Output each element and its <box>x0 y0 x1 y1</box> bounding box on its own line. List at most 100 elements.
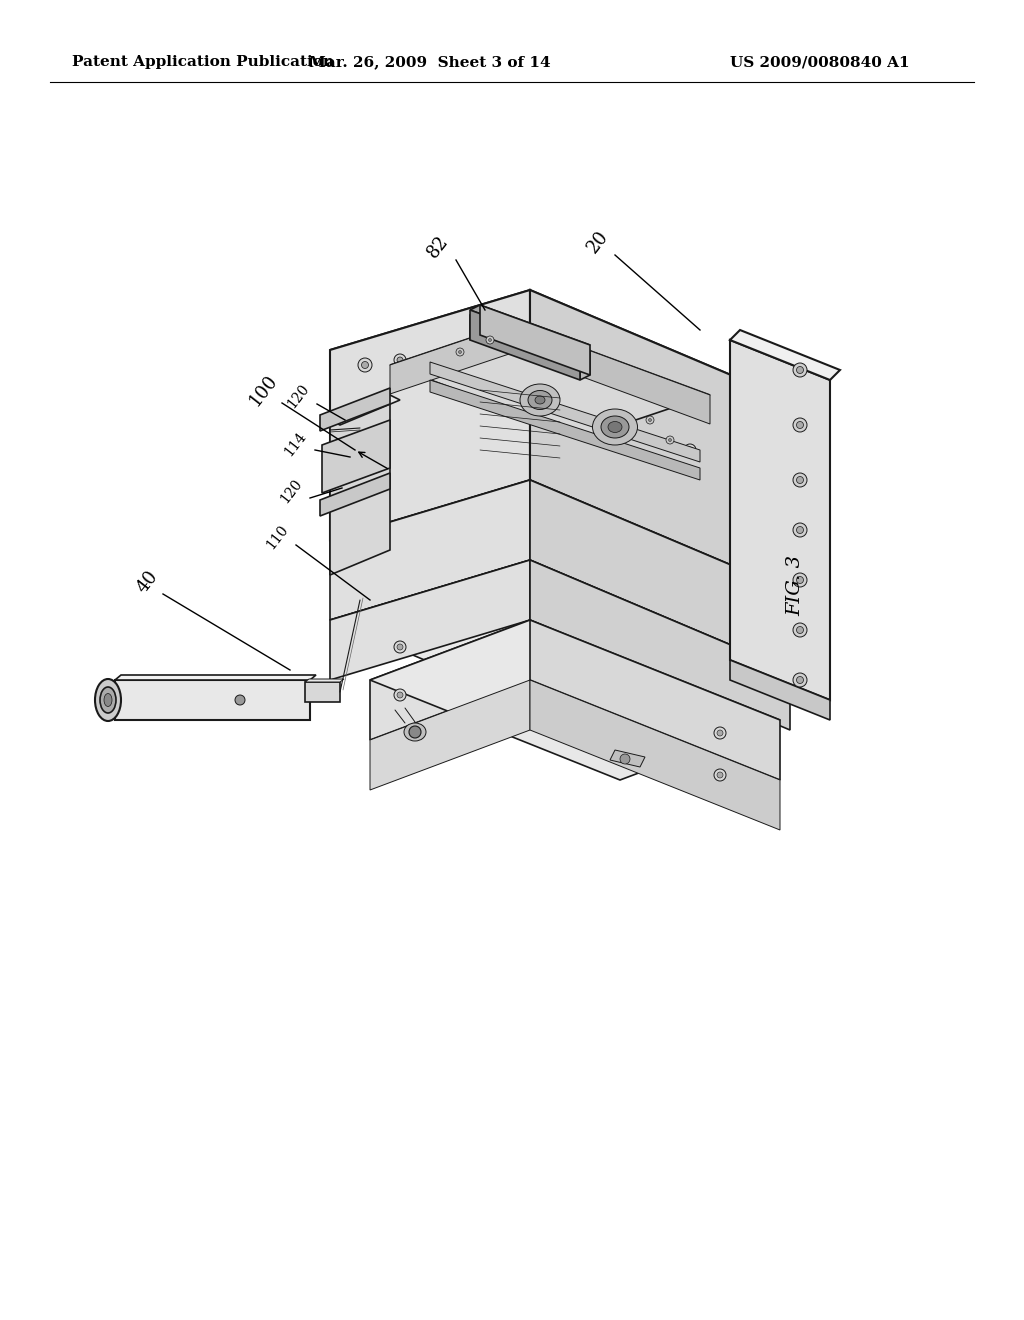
Circle shape <box>793 363 807 378</box>
Polygon shape <box>370 620 530 741</box>
Circle shape <box>797 421 804 429</box>
Polygon shape <box>319 388 390 432</box>
Polygon shape <box>305 682 340 702</box>
Polygon shape <box>330 480 530 620</box>
Circle shape <box>797 577 804 583</box>
Polygon shape <box>330 480 790 649</box>
Polygon shape <box>730 330 840 380</box>
Text: 120: 120 <box>278 477 304 506</box>
Ellipse shape <box>520 384 560 416</box>
Circle shape <box>394 642 406 653</box>
Polygon shape <box>330 395 390 576</box>
Polygon shape <box>330 560 530 680</box>
Circle shape <box>669 438 672 441</box>
Polygon shape <box>515 323 710 424</box>
Circle shape <box>409 726 421 738</box>
Polygon shape <box>470 310 480 341</box>
Text: 100: 100 <box>246 371 281 409</box>
Polygon shape <box>370 620 780 780</box>
Polygon shape <box>530 290 790 590</box>
Polygon shape <box>330 560 790 730</box>
Polygon shape <box>115 680 310 719</box>
Text: 82: 82 <box>424 232 453 261</box>
Circle shape <box>620 754 630 764</box>
Circle shape <box>361 362 369 368</box>
Circle shape <box>717 730 723 737</box>
Circle shape <box>714 770 726 781</box>
Circle shape <box>234 696 245 705</box>
Polygon shape <box>580 350 590 380</box>
Ellipse shape <box>535 396 545 404</box>
Polygon shape <box>319 473 390 516</box>
Circle shape <box>394 689 406 701</box>
Text: 40: 40 <box>134 568 162 597</box>
Text: FIG. 3: FIG. 3 <box>786 554 804 615</box>
Circle shape <box>797 676 804 684</box>
Polygon shape <box>530 620 780 780</box>
Text: Patent Application Publication: Patent Application Publication <box>72 55 334 69</box>
Polygon shape <box>330 290 530 540</box>
Circle shape <box>687 447 693 453</box>
Ellipse shape <box>601 416 629 438</box>
Circle shape <box>361 417 369 424</box>
Circle shape <box>793 623 807 638</box>
Ellipse shape <box>404 723 426 741</box>
Circle shape <box>397 356 403 363</box>
Circle shape <box>459 351 462 354</box>
Circle shape <box>684 444 696 455</box>
Polygon shape <box>610 750 645 767</box>
Polygon shape <box>430 362 700 462</box>
Polygon shape <box>730 341 830 700</box>
Text: 120: 120 <box>285 381 311 411</box>
Circle shape <box>358 413 372 426</box>
Polygon shape <box>470 310 580 380</box>
Circle shape <box>793 523 807 537</box>
Polygon shape <box>530 680 780 830</box>
Polygon shape <box>530 560 790 730</box>
Ellipse shape <box>608 421 622 433</box>
Ellipse shape <box>104 693 112 706</box>
Circle shape <box>397 644 403 649</box>
Polygon shape <box>390 323 515 393</box>
Circle shape <box>358 469 372 482</box>
Circle shape <box>797 477 804 483</box>
Ellipse shape <box>528 391 552 409</box>
Text: Mar. 26, 2009  Sheet 3 of 14: Mar. 26, 2009 Sheet 3 of 14 <box>309 55 551 69</box>
Polygon shape <box>390 323 710 437</box>
Circle shape <box>361 471 369 479</box>
Polygon shape <box>530 480 790 671</box>
Polygon shape <box>330 395 400 425</box>
Circle shape <box>456 348 464 356</box>
Circle shape <box>793 418 807 432</box>
Polygon shape <box>322 420 390 492</box>
Text: US 2009/0080840 A1: US 2009/0080840 A1 <box>730 55 909 69</box>
Polygon shape <box>480 305 590 375</box>
Text: 110: 110 <box>263 523 291 552</box>
Polygon shape <box>330 290 790 459</box>
Polygon shape <box>370 680 530 789</box>
Polygon shape <box>305 678 344 682</box>
Text: 114: 114 <box>282 429 308 459</box>
Circle shape <box>666 436 674 444</box>
Circle shape <box>486 337 494 345</box>
Polygon shape <box>115 675 316 680</box>
Ellipse shape <box>100 686 116 713</box>
Circle shape <box>797 527 804 533</box>
Text: 20: 20 <box>584 227 612 256</box>
Circle shape <box>793 673 807 686</box>
Circle shape <box>714 727 726 739</box>
Circle shape <box>793 573 807 587</box>
Circle shape <box>797 367 804 374</box>
Circle shape <box>361 527 369 533</box>
Circle shape <box>394 354 406 366</box>
Polygon shape <box>430 380 700 480</box>
Polygon shape <box>730 660 830 719</box>
Circle shape <box>648 418 651 421</box>
Ellipse shape <box>593 409 638 445</box>
Circle shape <box>797 627 804 634</box>
Circle shape <box>488 338 492 342</box>
Polygon shape <box>470 305 590 350</box>
Circle shape <box>358 358 372 372</box>
Ellipse shape <box>95 678 121 721</box>
Circle shape <box>793 473 807 487</box>
